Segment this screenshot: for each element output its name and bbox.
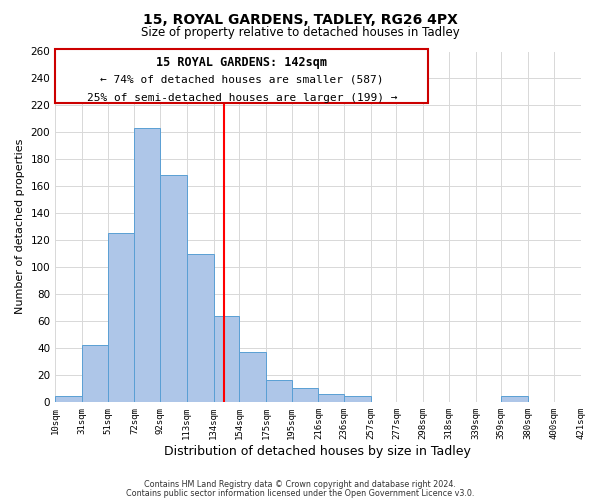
Bar — [160, 176, 187, 402]
Bar — [134, 128, 160, 402]
Bar — [344, 396, 371, 402]
Y-axis label: Number of detached properties: Number of detached properties — [15, 139, 25, 314]
Bar — [107, 234, 134, 402]
Text: 15 ROYAL GARDENS: 142sqm: 15 ROYAL GARDENS: 142sqm — [156, 56, 327, 68]
Text: Contains public sector information licensed under the Open Government Licence v3: Contains public sector information licen… — [126, 488, 474, 498]
Bar — [187, 254, 214, 402]
Bar — [214, 316, 239, 402]
Bar — [319, 394, 344, 402]
Bar — [292, 388, 319, 402]
FancyBboxPatch shape — [55, 49, 428, 102]
Text: 15, ROYAL GARDENS, TADLEY, RG26 4PX: 15, ROYAL GARDENS, TADLEY, RG26 4PX — [143, 12, 457, 26]
Bar — [501, 396, 528, 402]
X-axis label: Distribution of detached houses by size in Tadley: Distribution of detached houses by size … — [164, 444, 471, 458]
Text: ← 74% of detached houses are smaller (587): ← 74% of detached houses are smaller (58… — [100, 74, 383, 85]
Text: 25% of semi-detached houses are larger (199) →: 25% of semi-detached houses are larger (… — [86, 94, 397, 104]
Text: Size of property relative to detached houses in Tadley: Size of property relative to detached ho… — [140, 26, 460, 39]
Text: Contains HM Land Registry data © Crown copyright and database right 2024.: Contains HM Land Registry data © Crown c… — [144, 480, 456, 489]
Bar — [239, 352, 266, 402]
Bar — [55, 396, 82, 402]
Bar — [266, 380, 292, 402]
Bar — [82, 345, 107, 402]
